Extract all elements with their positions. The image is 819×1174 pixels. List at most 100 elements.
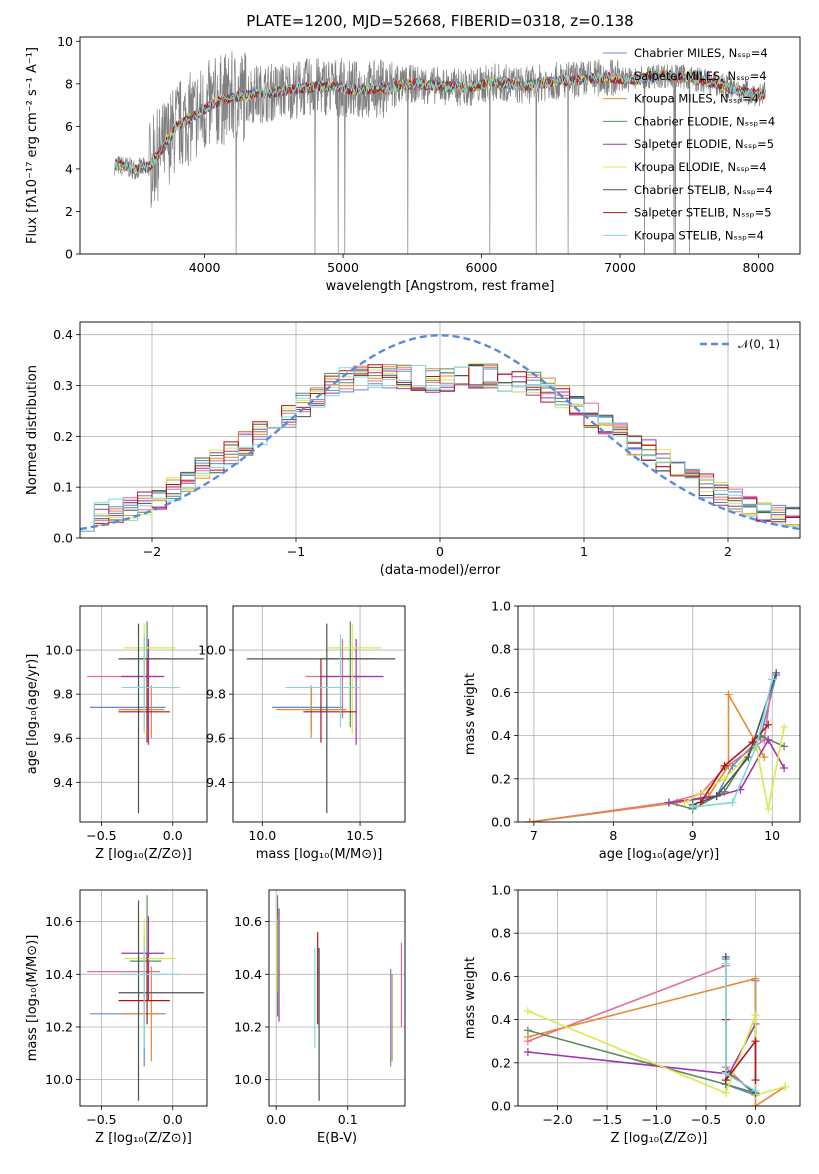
y-tick-label: 9.4 (206, 775, 226, 790)
weight-marker (748, 738, 757, 747)
x-tick-label: −0.5 (86, 828, 116, 843)
plot-area-spectrum (114, 51, 766, 254)
weight-marker (721, 1069, 730, 1078)
y-tick-label: 0.8 (491, 642, 511, 657)
weight-line-kroupa-miles (529, 691, 765, 822)
x-tick-label: 8 (609, 828, 617, 843)
x-tick-label: −1.5 (592, 1112, 622, 1127)
weight-line-kroupa-stelib (692, 679, 773, 808)
y-tick-label: 2 (65, 204, 73, 219)
y-tick-label: 10.4 (234, 967, 262, 982)
weight-line-salpeter-elodie (668, 738, 785, 804)
y-tick-label: 0.0 (491, 1099, 511, 1114)
y-tick-label: 0.6 (491, 969, 511, 984)
y-tick-label: 0.0 (491, 815, 511, 830)
y-tick-label: 0.4 (491, 1012, 511, 1027)
x-tick-label: −0.5 (691, 1112, 721, 1127)
x-tick-label: 9 (689, 828, 697, 843)
x-tick-label: 0.0 (266, 1112, 286, 1127)
y-tick-label: 10.0 (45, 1072, 73, 1087)
x-axis-label: (data-model)/error (380, 563, 501, 578)
y-axis-label: mass weight (463, 957, 478, 1039)
plot-area-age_vs_Z (80, 606, 207, 822)
axes-frame (517, 605, 801, 823)
weight-marker (712, 792, 721, 801)
y-tick-label: 9.4 (53, 775, 73, 790)
weight-marker (688, 802, 697, 811)
y-tick-label: 8 (65, 76, 73, 91)
y-tick-label: 0.4 (491, 728, 511, 743)
x-tick-label: 10 (764, 828, 780, 843)
model-line-kroupa-stelib (114, 70, 766, 174)
residuals-legend: 𝒩(0, 1) (700, 337, 780, 351)
weight-marker (764, 735, 773, 744)
y-tick-label: 10.0 (198, 643, 226, 658)
weight-marker (720, 761, 729, 770)
weight-marker (772, 668, 781, 677)
legend-entry: Chabrier MILES, Nₛₛₚ=4 (634, 46, 768, 60)
plot-area-age_vs_mass (233, 606, 405, 822)
panel-mass_vs_Z: −0.5 0.0 10.0 10.2 10.4 10.6 Z [log₁₀(Z/Z⊙)] ma… (25, 889, 208, 1146)
x-axis-label: wavelength [Angstrom, rest frame] (326, 279, 555, 294)
x-tick-label: 0 (436, 544, 444, 559)
plot-area-mass_vs_Z (80, 890, 207, 1106)
y-tick-label: 10.2 (234, 1019, 262, 1034)
x-axis-label: mass [log₁₀(M/M⊙)] (256, 847, 383, 862)
weight-marker (720, 774, 729, 783)
weight-marker (523, 1048, 532, 1056)
axes-frame (79, 605, 208, 823)
weight-line-salpeter-stelib (700, 724, 769, 804)
weight-marker (728, 798, 737, 807)
spectrum-legend: Chabrier MILES, Nₛₛₚ=4 Salpeter MILES, Nₛ… (603, 46, 775, 242)
legend-entry: Chabrier STELIB, Nₛₛₚ=4 (634, 183, 773, 197)
axes-frame (79, 889, 208, 1107)
x-tick-label: 5000 (327, 260, 359, 275)
y-tick-label: 10.0 (234, 1072, 262, 1087)
weight-line-chabrier-miles (529, 674, 777, 822)
y-tick-label: 0.3 (53, 378, 73, 393)
weight-marker (780, 722, 789, 731)
x-tick-label: 1 (580, 544, 588, 559)
y-tick-label: 1.0 (491, 599, 511, 614)
y-tick-label: 0.8 (491, 926, 511, 941)
weight-marker (768, 675, 777, 684)
weight-marker (525, 818, 534, 822)
weight-marker (751, 1076, 760, 1085)
x-tick-label: 6000 (466, 260, 498, 275)
y-tick-label: 10.2 (45, 1019, 73, 1034)
y-axis-label: mass weight (463, 673, 478, 755)
y-tick-label: 0 (65, 247, 73, 262)
y-axis-label: mass [log₁₀(M/M⊙)] (25, 935, 40, 1062)
legend-entry: 𝒩(0, 1) (738, 337, 780, 351)
gaussian-curve (80, 333, 800, 531)
panel-weight_vs_age: 7 8 9 10 0.0 0.2 0.4 0.6 0.8 1.0 age [log₁₀(age/yr… (463, 599, 801, 862)
x-tick-label: −2 (143, 544, 161, 559)
y-tick-label: 0.2 (491, 771, 511, 786)
legend-entry: Salpeter STELIB, Nₛₛₚ=5 (634, 206, 772, 220)
x-tick-label: 2 (724, 544, 732, 559)
axes-frame (517, 889, 801, 1107)
x-tick-label: 0.0 (746, 1112, 766, 1127)
weight-marker (724, 690, 733, 699)
x-tick-label: 4000 (189, 260, 221, 275)
x-axis-label: E(B-V) (317, 1131, 357, 1146)
spectrum-data-line (114, 51, 766, 254)
weight-marker (664, 798, 673, 807)
weight-marker (523, 1006, 532, 1015)
weight-marker (751, 1102, 760, 1106)
y-tick-label: 9.6 (206, 731, 226, 746)
y-tick-label: 9.6 (53, 731, 73, 746)
x-tick-label: 8000 (743, 260, 775, 275)
y-tick-label: 10.4 (45, 967, 73, 982)
panel-residuals: −2 −1 0 1 2 0.0 0.1 0.2 0.3 0.4 (data-model)/error… (25, 321, 801, 578)
x-tick-label: −2.0 (542, 1112, 572, 1127)
weight-marker (751, 1011, 760, 1020)
y-tick-label: 0.6 (491, 685, 511, 700)
x-axis-label: Z [log₁₀(Z/Z⊙)] (95, 847, 192, 862)
weight-marker (752, 742, 761, 751)
weight-line-salpeter-elodie (527, 1023, 757, 1096)
panel-age_vs_mass: 10.0 10.5 9.4 9.6 9.8 10.0 mass [log₁₀(M/M⊙)] (198, 605, 406, 862)
y-axis-label: Flux [fλ10⁻¹⁷ erg cm⁻² s⁻¹ A⁻¹] (25, 47, 40, 244)
axes-frame (79, 321, 801, 539)
weight-marker (760, 753, 769, 762)
